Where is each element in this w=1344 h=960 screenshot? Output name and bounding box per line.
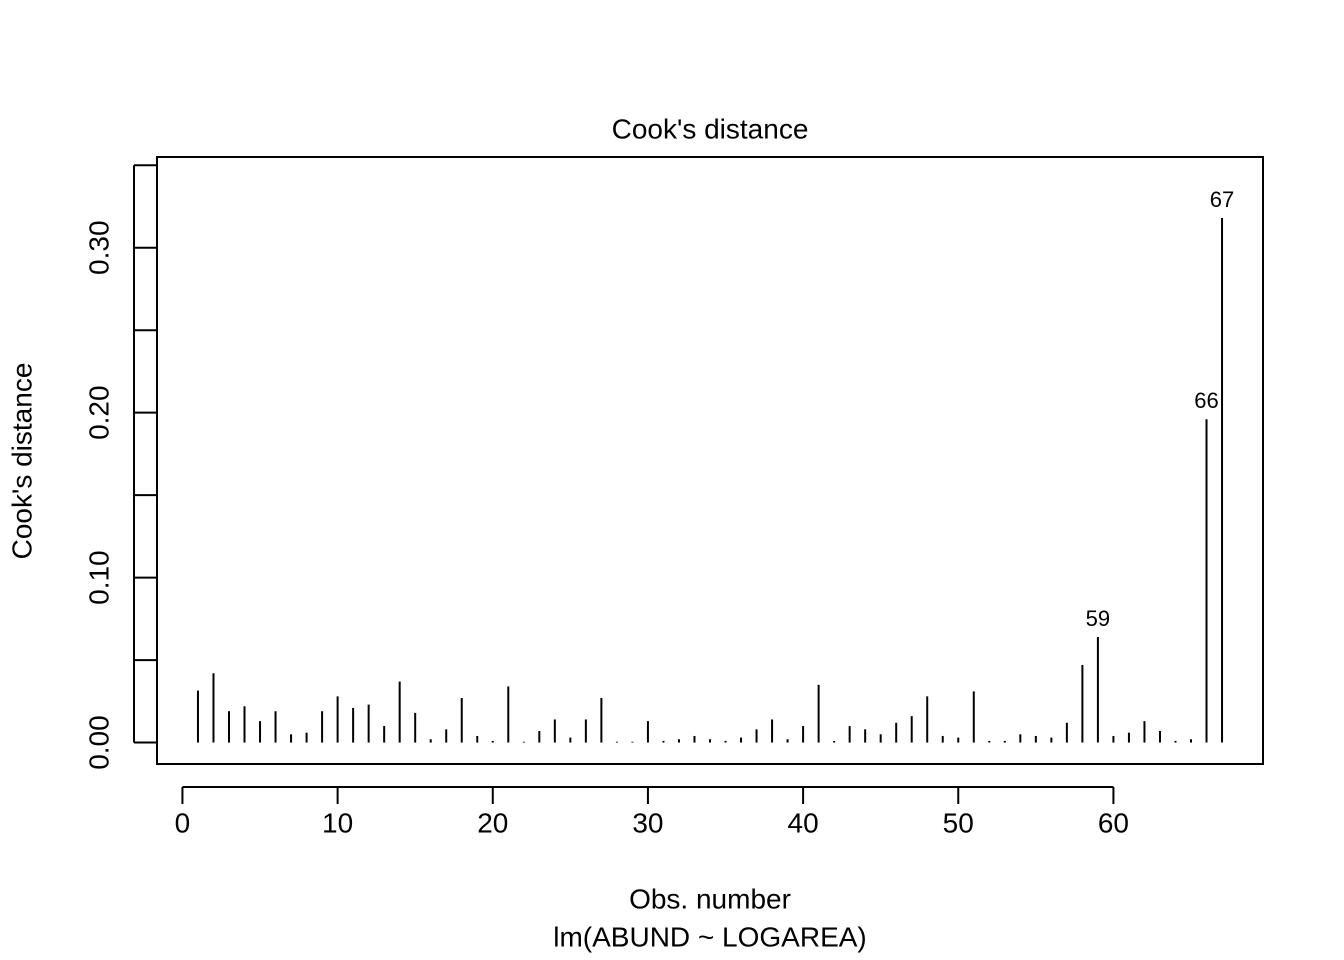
y-axis-label: Cook's distance — [6, 363, 37, 560]
subtitle: lm(ABUND ~ LOGAREA) — [553, 921, 867, 952]
x-tick-label: 10 — [322, 807, 353, 838]
x-tick-label: 50 — [943, 807, 974, 838]
x-axis-label: Obs. number — [629, 883, 791, 914]
y-tick-label: 0.00 — [83, 715, 114, 770]
plot-frame — [156, 156, 1264, 765]
x-tick-label: 20 — [477, 807, 508, 838]
point-label: 66 — [1194, 388, 1218, 413]
y-tick-label: 0.30 — [83, 220, 114, 274]
y-tick-label: 0.20 — [83, 385, 114, 440]
x-tick-label: 60 — [1098, 807, 1129, 838]
x-tick-label: 0 — [175, 807, 191, 838]
point-label: 67 — [1210, 187, 1234, 212]
y-tick-label: 0.10 — [83, 550, 114, 605]
chart-title: Cook's distance — [612, 113, 809, 144]
point-label: 59 — [1086, 606, 1110, 631]
x-tick-label: 30 — [632, 807, 663, 838]
x-tick-label: 40 — [788, 807, 819, 838]
